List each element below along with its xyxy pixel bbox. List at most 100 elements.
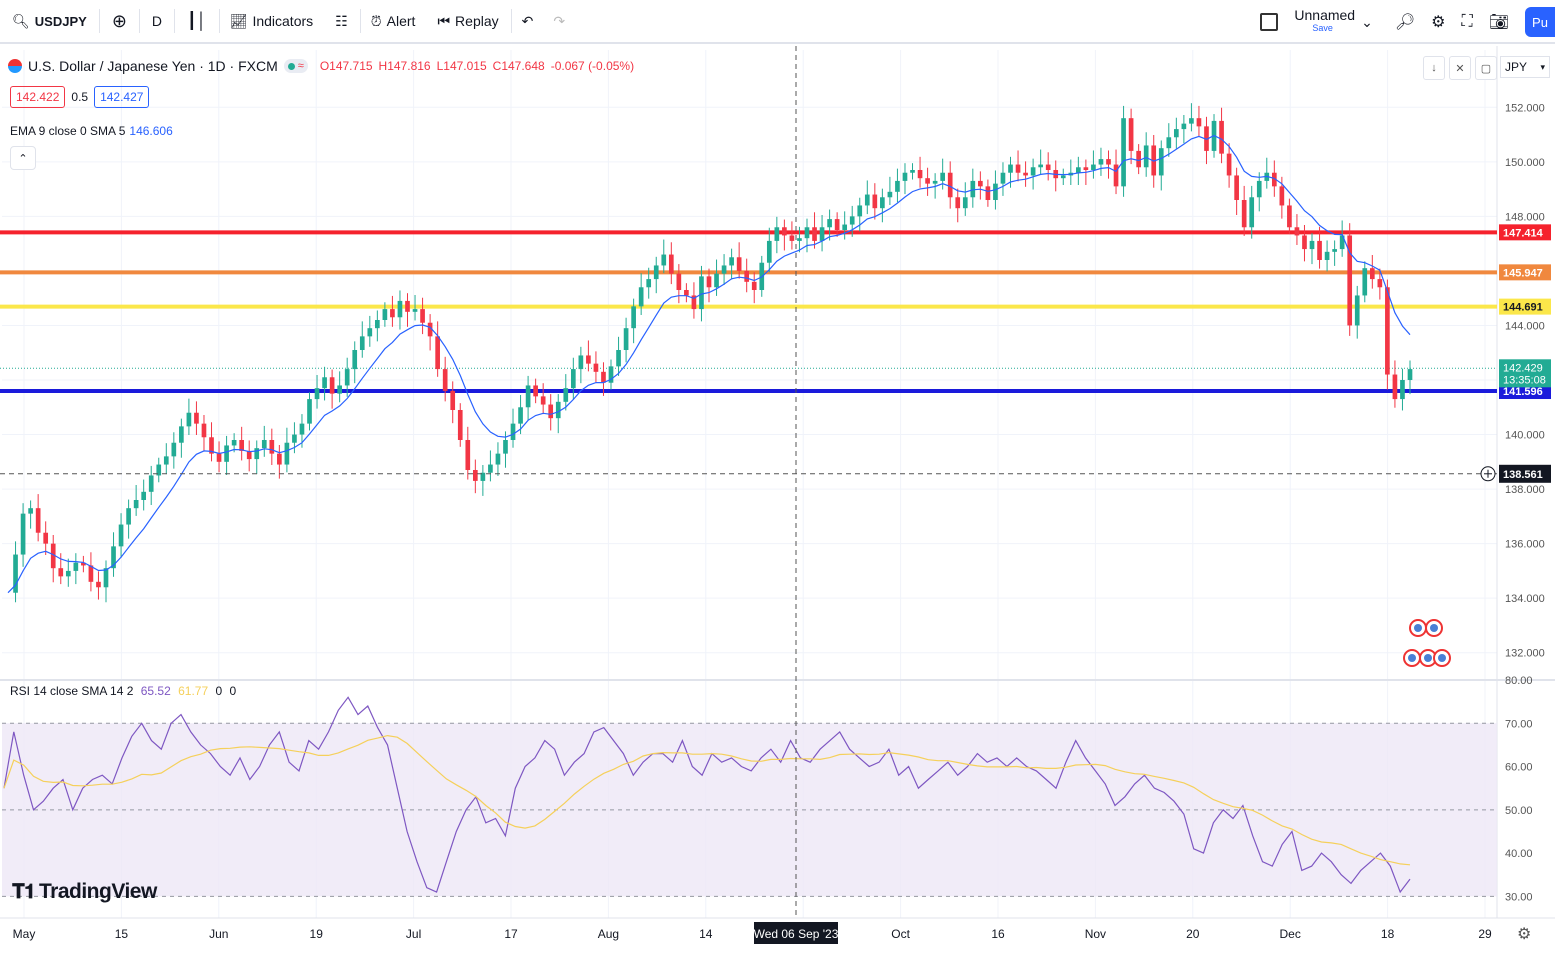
gear-icon[interactable]: ⚙: [1431, 14, 1446, 31]
rsi-extra-1: 0: [215, 684, 223, 698]
candle-body: [1060, 175, 1066, 179]
candle-body: [1369, 268, 1375, 280]
market-status[interactable]: ≈: [283, 59, 308, 73]
candle-body: [186, 412, 192, 427]
currency-selector[interactable]: JPY ▾: [1500, 56, 1550, 78]
layout-checkbox-icon[interactable]: [1260, 13, 1279, 31]
candle-body: [1083, 167, 1089, 170]
candle-body: [1256, 180, 1262, 198]
candle-body: [1354, 295, 1360, 326]
currency-label: JPY: [1505, 60, 1528, 74]
candle-body: [1362, 268, 1368, 296]
pane-down-button[interactable]: ↓: [1423, 56, 1445, 80]
candle-body: [578, 355, 584, 370]
compare-button[interactable]: ⊕: [100, 9, 140, 33]
candle-body: [1181, 123, 1187, 130]
templates-button[interactable]: ☷: [323, 9, 361, 33]
candle-body: [231, 440, 237, 446]
rsi-legend[interactable]: RSI 14 close SMA 14 2 65.52 61.77 0 0: [10, 684, 236, 698]
alarm-icon: ⏰︎: [370, 12, 382, 29]
candle-body: [472, 470, 478, 481]
candle-body: [518, 407, 523, 424]
rsi-tick-label: 30.00: [1505, 891, 1533, 903]
candle-body: [910, 170, 915, 173]
candle-body: [344, 369, 350, 386]
interval-button[interactable]: D: [140, 9, 176, 33]
alert-button[interactable]: ⏰︎ Alert: [361, 0, 426, 43]
time-tick-label: Jul: [406, 927, 421, 941]
candle-body: [156, 464, 162, 476]
fullscreen-icon[interactable]: ⛶: [1461, 13, 1473, 30]
chart-canvas[interactable]: 132.000134.000136.000138.000140.000142.0…: [0, 46, 1555, 955]
candle-body: [653, 265, 659, 280]
candle-body: [797, 238, 802, 241]
ema-legend[interactable]: EMA 9 close 0 SMA 5 146.606: [10, 124, 173, 138]
chart-type-button[interactable]: ┃│: [175, 9, 220, 33]
candle-body: [1377, 279, 1383, 288]
time-tick-label: Dec: [1280, 927, 1301, 941]
gear-icon: ⚙: [1517, 926, 1532, 943]
candle-body: [1287, 205, 1292, 228]
candle-body: [842, 224, 848, 230]
candle-body: [601, 371, 606, 383]
candle-body: [804, 227, 810, 239]
sell-button[interactable]: 142.422: [10, 86, 66, 108]
indicators-label: Indicators: [252, 13, 314, 29]
tradingview-logo[interactable]: 𝐓𝟏 TradingView: [12, 880, 157, 904]
candle-body: [895, 180, 900, 192]
candle-body: [1204, 126, 1209, 151]
candle-body: [570, 369, 576, 389]
rsi-lines: [3, 696, 1411, 894]
candle-body: [540, 396, 546, 405]
candle-body: [450, 390, 456, 410]
layout-menu[interactable]: Unnamed Save: [1294, 8, 1355, 35]
countdown-label: 13:35:08: [1503, 374, 1546, 386]
candle-body: [902, 172, 908, 181]
candle-body: [1121, 118, 1126, 187]
chevron-up-icon: ⌃: [18, 152, 28, 165]
crosshair-time-box: [754, 922, 838, 944]
candle-body: [216, 453, 222, 462]
candle-body: [533, 385, 538, 397]
price-tick-label: 136.000: [1505, 539, 1545, 551]
replay-icon: ⏮: [437, 12, 451, 29]
axis-settings-button[interactable]: ⚙: [1517, 924, 1531, 944]
symbol-search-button[interactable]: 🔍︎ USDJPY: [0, 9, 100, 33]
time-tick-label: 29: [1478, 927, 1492, 941]
camera-icon[interactable]: 📷︎: [1488, 14, 1509, 31]
candle-body: [427, 322, 433, 337]
alert-label: Alert: [386, 13, 416, 29]
candle-body: [1076, 167, 1081, 173]
candle-body: [1234, 175, 1239, 200]
candle-body: [73, 562, 79, 571]
candle-body: [1400, 380, 1405, 400]
candle-body: [435, 336, 440, 370]
replay-button[interactable]: ⏮ Replay: [425, 9, 512, 33]
redo-icon: ↷: [553, 12, 566, 29]
rsi-value: 65.52: [140, 684, 171, 698]
publish-button[interactable]: Pu: [1525, 7, 1555, 37]
pane-collapse-button[interactable]: ✕: [1449, 56, 1471, 80]
candle-body: [1098, 159, 1104, 165]
buy-button[interactable]: 142.427: [94, 86, 150, 108]
undo-button[interactable]: ↶: [512, 0, 544, 43]
quick-search-icon[interactable]: 🔎︎: [1394, 14, 1416, 31]
candle-body: [284, 442, 290, 465]
chevron-down-icon[interactable]: ⌄: [1361, 13, 1373, 30]
publish-label: Pu: [1532, 14, 1548, 30]
pane-maximize-button[interactable]: ▢: [1475, 56, 1497, 80]
rsi-extra-2: 0: [229, 684, 237, 698]
candle-body: [774, 227, 780, 241]
status-dot-icon: [287, 62, 295, 70]
redo-button[interactable]: ↷: [543, 0, 575, 43]
candle-body: [201, 423, 207, 438]
symbol-title: U.S. Dollar / Japanese Yen · 1D · FXCM: [28, 58, 278, 74]
indicators-button[interactable]: 📈︎ Indicators: [220, 0, 323, 43]
ohlc-high: H147.816: [378, 59, 431, 73]
candle-body: [699, 276, 704, 310]
collapse-legend-button[interactable]: ⌃: [10, 146, 36, 170]
candle-body: [978, 180, 983, 187]
candle-body: [1294, 227, 1300, 236]
candle-body: [397, 300, 403, 318]
undo-icon: ↶: [521, 12, 534, 29]
